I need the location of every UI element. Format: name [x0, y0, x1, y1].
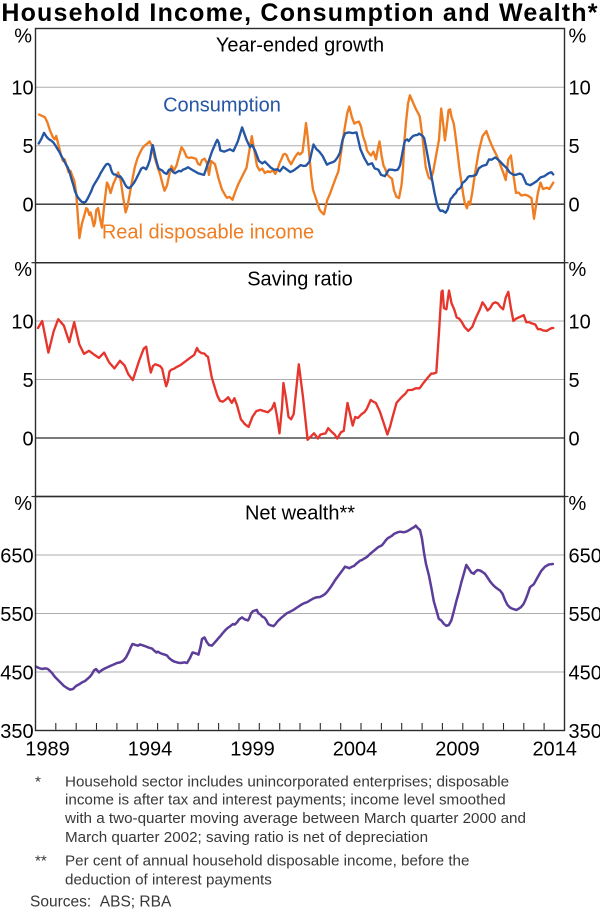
svg-text:Household sector includes unin: Household sector includes unincorporated… — [65, 774, 509, 791]
svg-text:Household Income, Consumption: Household Income, Consumption and Wealth… — [1, 0, 598, 27]
svg-text:Saving ratio: Saving ratio — [247, 269, 353, 291]
svg-text:10: 10 — [569, 78, 591, 100]
svg-text:**: ** — [35, 853, 47, 870]
svg-text:income is after tax and intere: income is after tax and interest payment… — [65, 792, 506, 809]
svg-text:with a two-quarter moving aver: with a two-quarter moving average betwee… — [64, 810, 526, 827]
svg-text:%: % — [569, 259, 587, 281]
svg-text:1994: 1994 — [128, 738, 173, 760]
svg-text:Sources: ABS; RBA: Sources: ABS; RBA — [30, 894, 172, 911]
svg-text:2014: 2014 — [532, 738, 577, 760]
svg-text:%: % — [569, 493, 587, 515]
svg-text:10: 10 — [11, 78, 33, 100]
svg-text:1989: 1989 — [25, 738, 70, 760]
svg-text:1999: 1999 — [230, 738, 275, 760]
svg-text:*: * — [35, 774, 41, 791]
svg-text:0: 0 — [569, 195, 580, 217]
svg-text:650: 650 — [0, 545, 33, 567]
svg-text:Year-ended growth: Year-ended growth — [216, 35, 384, 57]
svg-text:2004: 2004 — [333, 738, 378, 760]
svg-text:350: 350 — [0, 721, 33, 743]
svg-text:10: 10 — [569, 311, 591, 333]
svg-text:10: 10 — [11, 311, 33, 333]
svg-text:deduction of interest payments: deduction of interest payments — [65, 872, 272, 889]
svg-text:Consumption: Consumption — [163, 95, 281, 117]
svg-text:%: % — [14, 493, 32, 515]
svg-text:650: 650 — [569, 545, 600, 567]
svg-text:Real disposable income: Real disposable income — [102, 222, 314, 244]
svg-text:%: % — [569, 26, 587, 48]
svg-text:%: % — [14, 259, 32, 281]
svg-text:5: 5 — [569, 136, 580, 158]
svg-text:450: 450 — [0, 662, 33, 684]
svg-text:5: 5 — [22, 136, 33, 158]
svg-text:550: 550 — [569, 604, 600, 626]
svg-text:March quarter 2002; saving rat: March quarter 2002; saving ratio is net … — [65, 829, 428, 846]
svg-text:350: 350 — [569, 721, 600, 743]
svg-text:Per cent of annual household d: Per cent of annual household disposable … — [65, 853, 469, 870]
svg-text:%: % — [14, 26, 32, 48]
svg-text:0: 0 — [22, 428, 33, 450]
svg-text:2009: 2009 — [435, 738, 480, 760]
svg-text:450: 450 — [569, 662, 600, 684]
svg-text:0: 0 — [22, 195, 33, 217]
svg-text:5: 5 — [22, 370, 33, 392]
svg-text:0: 0 — [569, 428, 580, 450]
svg-text:5: 5 — [569, 370, 580, 392]
svg-text:550: 550 — [0, 604, 33, 626]
svg-text:Net wealth**: Net wealth** — [245, 503, 355, 525]
